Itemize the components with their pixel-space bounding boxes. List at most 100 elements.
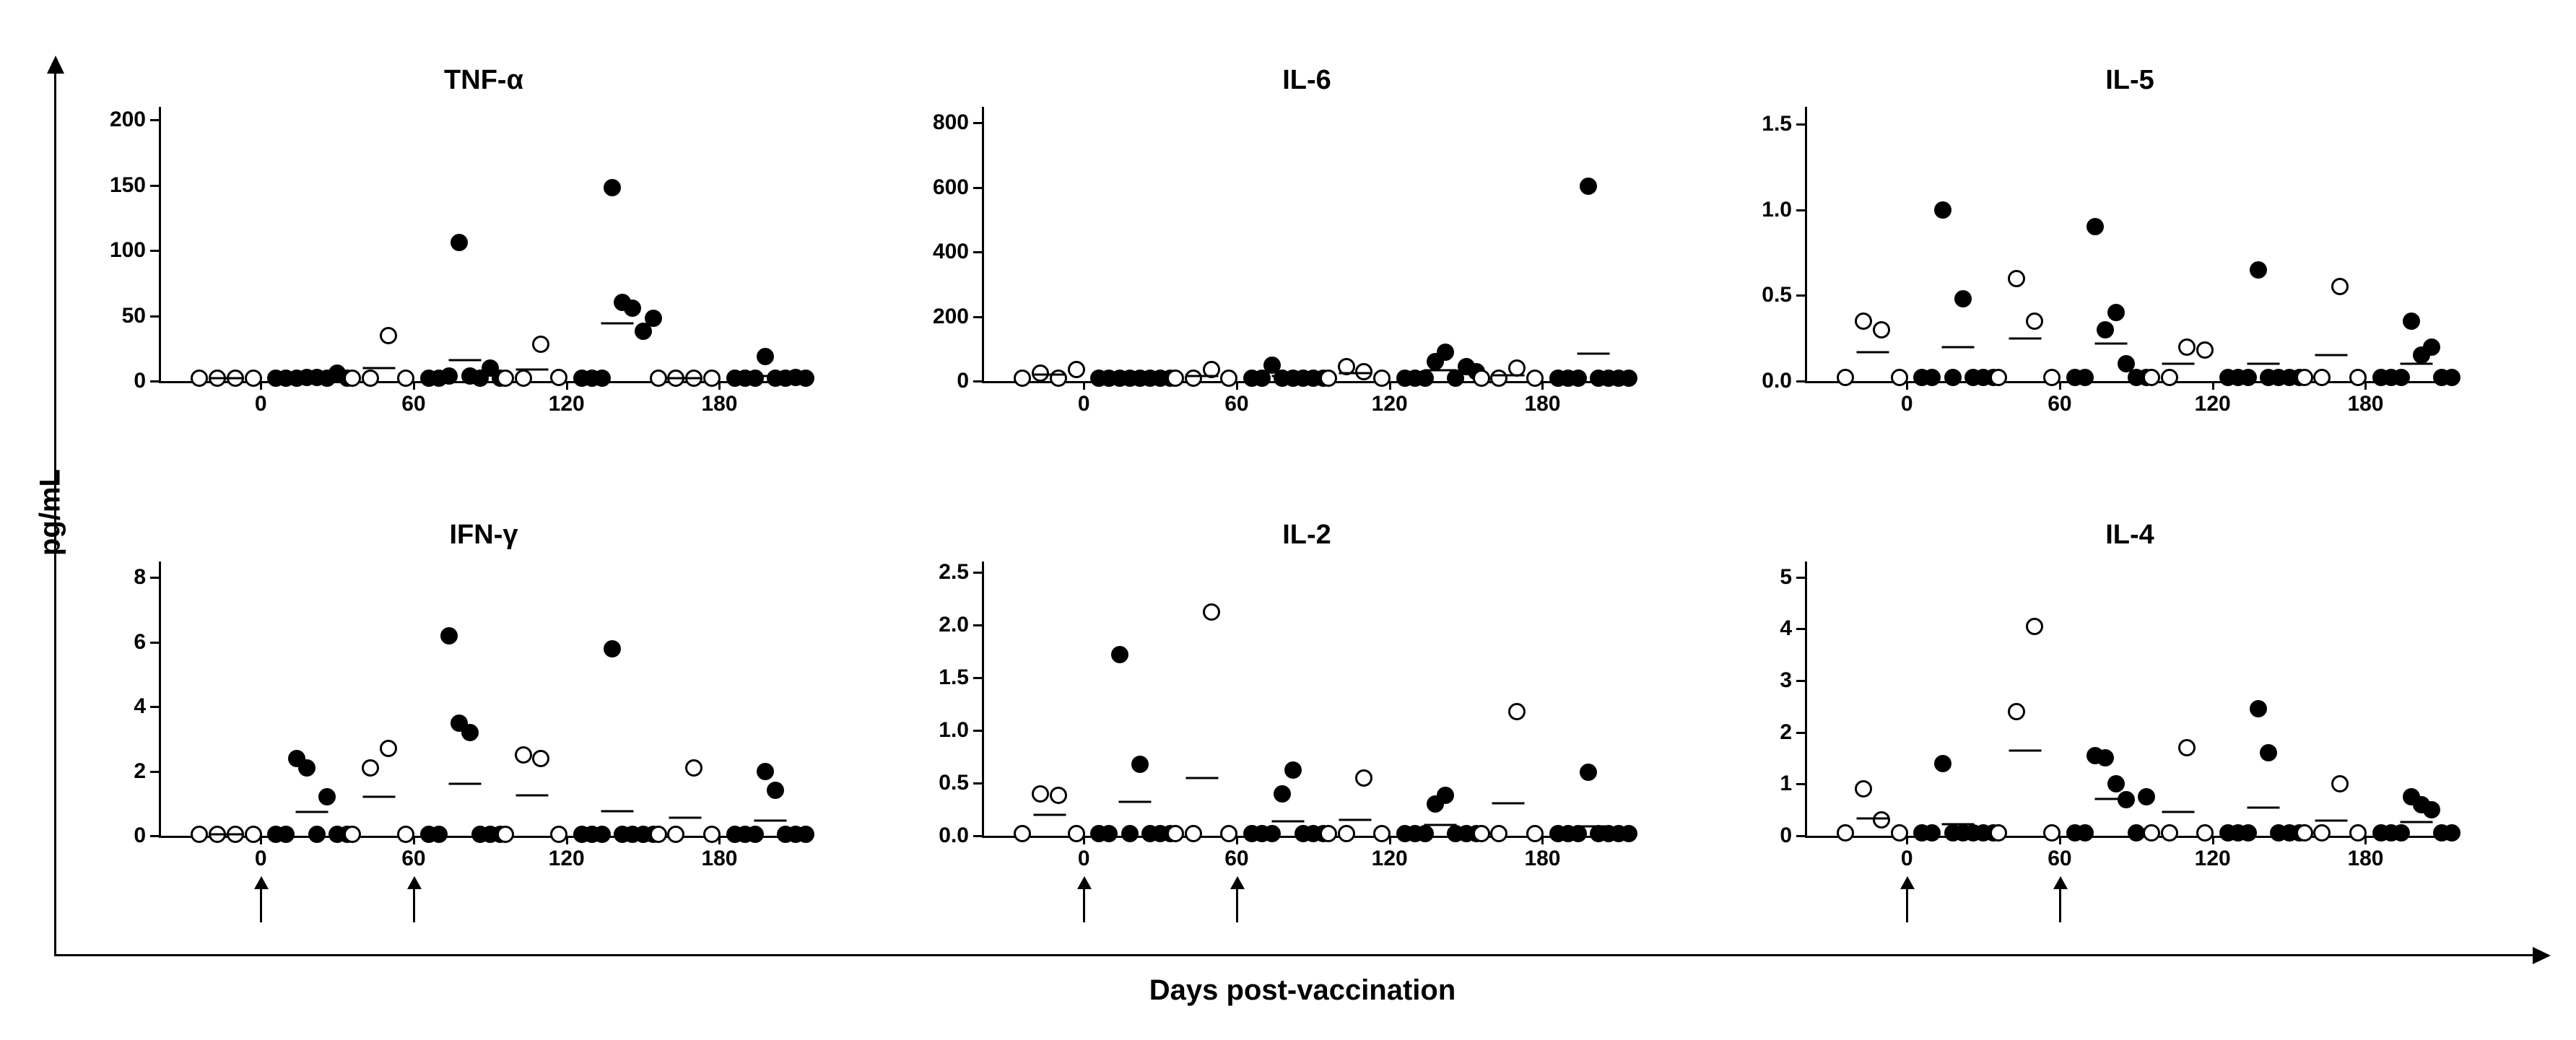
mean-line-open	[1033, 374, 1066, 376]
data-point-filled	[2393, 369, 2410, 386]
mean-line-filled	[754, 375, 787, 377]
y-tick	[973, 835, 982, 837]
data-point-filled	[2076, 369, 2094, 386]
y-tick-label: 0	[95, 823, 146, 848]
plot-area: 02468060120180	[159, 561, 809, 836]
data-point-open	[245, 370, 262, 387]
x-tick	[2212, 381, 2214, 390]
data-point-filled	[1954, 290, 1972, 307]
x-tick-label: 0	[1078, 392, 1090, 416]
data-point-open	[2026, 313, 2043, 330]
y-tick-label: 8	[95, 565, 146, 590]
data-point-open	[1032, 785, 1049, 803]
y-tick-label: 0	[1741, 823, 1792, 848]
data-point-filled	[1934, 201, 1951, 219]
data-point-filled	[1580, 178, 1597, 195]
data-point-filled	[1620, 825, 1637, 842]
mean-line-filled	[2094, 342, 2127, 344]
data-point-open	[380, 327, 397, 344]
data-point-filled	[2250, 700, 2267, 717]
data-point-open	[2313, 369, 2331, 386]
mean-line-open	[1856, 818, 1889, 820]
mean-line-open	[2162, 363, 2195, 365]
y-tick	[150, 835, 159, 837]
y-tick	[150, 706, 159, 708]
data-point-open	[1990, 824, 2007, 842]
data-point-filled	[1284, 761, 1302, 779]
x-tick	[566, 381, 568, 390]
x-tick-label: 60	[401, 847, 425, 871]
y-tick-label: 200	[918, 305, 969, 329]
x-tick-label: 120	[549, 847, 585, 871]
y-tick	[973, 677, 982, 679]
y-tick	[150, 250, 159, 252]
global-x-axis-line	[54, 954, 2538, 956]
data-point-open	[2161, 369, 2178, 386]
data-point-open	[667, 826, 684, 843]
data-point-open	[1338, 825, 1355, 842]
data-point-filled	[797, 370, 814, 387]
panel-y-axis	[159, 561, 161, 836]
data-point-filled	[2097, 321, 2114, 338]
data-point-open	[1508, 703, 1526, 720]
data-point-open	[191, 370, 208, 387]
x-tick-label: 0	[1901, 392, 1913, 416]
data-point-filled	[604, 640, 621, 657]
data-point-filled	[593, 370, 611, 387]
data-point-open	[2331, 278, 2349, 295]
chart-panel: IFN-γ02468060120180	[159, 520, 809, 836]
data-point-open	[1167, 370, 1184, 387]
data-point-open	[1373, 370, 1391, 387]
data-point-open	[1526, 825, 1544, 842]
mean-line-filled	[1578, 825, 1610, 827]
data-point-open	[1068, 825, 1085, 842]
data-point-open	[2296, 369, 2313, 386]
mean-line-filled	[1424, 824, 1457, 826]
data-point-open	[380, 740, 397, 757]
y-tick-label: 2.0	[918, 613, 969, 637]
data-point-open	[2196, 824, 2214, 842]
data-point-open	[515, 370, 532, 387]
y-tick	[973, 624, 982, 626]
data-point-open	[1490, 825, 1507, 842]
x-tick-label: 180	[701, 847, 737, 871]
data-point-filled	[1263, 825, 1281, 842]
mean-line-filled	[1941, 346, 1974, 348]
data-point-filled	[430, 826, 448, 843]
chart-panel: IL-50.00.51.01.5060120180	[1805, 65, 2455, 381]
data-point-open	[650, 826, 667, 843]
mean-line-open	[1186, 777, 1219, 779]
x-tick-label: 60	[1224, 392, 1248, 416]
mean-line-open	[363, 367, 396, 369]
y-tick	[1796, 123, 1805, 126]
data-point-filled	[461, 724, 479, 741]
data-point-open	[1014, 370, 1031, 387]
y-tick	[973, 782, 982, 785]
data-point-filled	[1100, 825, 1118, 842]
x-tick-label: 0	[255, 392, 267, 416]
mean-line-open	[363, 796, 396, 798]
mean-line-filled	[601, 810, 634, 813]
mean-line-filled	[448, 783, 481, 785]
mean-line-open	[1339, 819, 1372, 821]
y-tick	[973, 316, 982, 318]
x-tick-label: 120	[2195, 847, 2231, 871]
data-point-filled	[2087, 218, 2104, 235]
data-point-filled	[440, 627, 458, 644]
data-point-open	[397, 370, 414, 387]
data-point-open	[532, 336, 549, 353]
y-tick	[1796, 294, 1805, 297]
data-point-filled	[2403, 313, 2420, 330]
mean-line-open	[210, 833, 243, 835]
y-tick-label: 0.0	[1741, 369, 1792, 393]
data-point-open	[1873, 811, 1890, 829]
vaccination-arrow-icon	[1236, 886, 1238, 922]
y-tick-label: 4	[95, 694, 146, 719]
data-point-open	[344, 826, 361, 843]
data-point-filled	[451, 234, 468, 251]
data-point-filled	[2250, 261, 2267, 279]
x-tick-label: 120	[1372, 847, 1408, 871]
data-point-open	[1490, 370, 1507, 387]
y-tick-label: 1.5	[1741, 112, 1792, 136]
x-tick-label: 60	[401, 392, 425, 416]
